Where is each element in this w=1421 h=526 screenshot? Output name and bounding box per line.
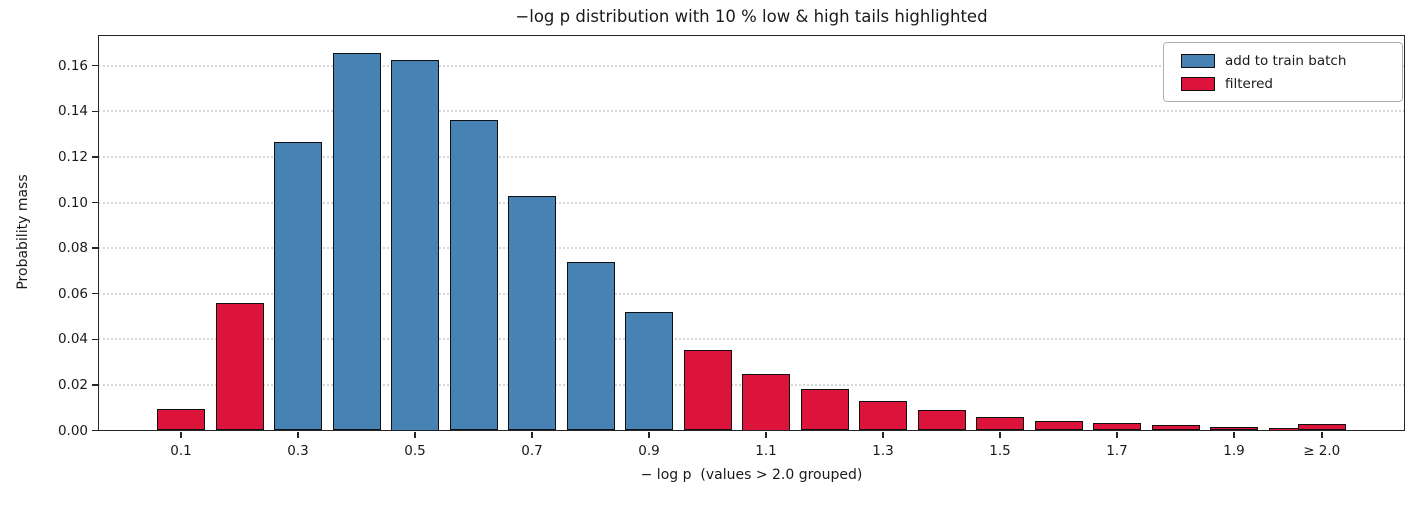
legend-item: filtered (1174, 72, 1392, 95)
x-tick-mark (648, 431, 650, 438)
y-tick-label: 0.04 (57, 331, 88, 348)
x-tick-mark (414, 431, 416, 438)
x-tick-mark (1116, 431, 1118, 438)
y-gridline (98, 292, 1405, 295)
y-tick-mark (92, 156, 98, 158)
y-tick-label: 0.06 (57, 285, 88, 302)
legend-label: add to train batch (1225, 52, 1347, 69)
x-tick-mark (1320, 431, 1323, 438)
bar-x-1.8 (1151, 425, 1200, 431)
bar-x-1.4 (917, 410, 966, 431)
y-gridline (98, 110, 1405, 113)
y-tick-label: 0.16 (57, 57, 88, 74)
y-tick-label: 0.02 (57, 376, 88, 393)
bar-x-1.3 (859, 400, 907, 431)
y-tick-mark (92, 110, 98, 113)
y-tick-mark (92, 247, 98, 249)
x-tick-mark (1233, 431, 1235, 438)
y-gridline (98, 247, 1405, 250)
x-tick-label: 1.1 (755, 442, 777, 459)
y-tick-mark (92, 292, 98, 295)
legend: add to train batch filtered (1163, 42, 1403, 102)
y-tick-mark (92, 429, 98, 432)
y-tick-label: 0.14 (57, 103, 88, 120)
y-tick-label: 0.12 (57, 148, 88, 165)
y-tick-label: 0.08 (57, 240, 88, 257)
bar-x-1.7 (1093, 423, 1141, 431)
y-tick-mark (92, 64, 98, 67)
y-tick-mark (92, 384, 98, 386)
y-tick-label: 0.10 (57, 194, 88, 211)
y-gridline (98, 64, 1405, 67)
x-tick-label: 0.3 (287, 442, 309, 459)
y-tick-mark (92, 201, 98, 204)
bar-x-0.6 (449, 120, 498, 431)
bar-x-0.1 (157, 408, 205, 431)
bar-x-0.2 (215, 302, 264, 431)
y-tick-mark (92, 338, 98, 341)
bar-x-1.2 (800, 389, 849, 431)
bar-x-1 (683, 349, 732, 431)
x-tick-mark (882, 431, 884, 438)
x-tick-label: 1.5 (989, 442, 1011, 459)
x-tick-label: 0.5 (404, 442, 426, 459)
y-gridline (98, 201, 1405, 204)
bar-x-0.3 (274, 142, 322, 431)
x-tick-label: 1.9 (1223, 442, 1245, 459)
x-tick-label: 1.7 (1106, 442, 1128, 459)
bar-x-1.9 (1210, 426, 1258, 431)
bar-x-1.5 (976, 417, 1024, 431)
bar-x-0.4 (332, 53, 381, 431)
legend-swatch-icon (1181, 53, 1215, 68)
y-gridline (98, 155, 1405, 158)
y-tick-label: 0.00 (57, 422, 88, 439)
chart-title: −log p distribution with 10 % low & high… (515, 7, 988, 26)
x-tick-mark (999, 431, 1001, 438)
x-tick-mark (180, 431, 182, 438)
x-tick-label: 0.7 (521, 442, 543, 459)
x-tick-label: 0.9 (638, 442, 660, 459)
x-tick-mark (531, 431, 533, 438)
x-tick-mark (297, 431, 299, 438)
x-tick-label: 0.1 (170, 442, 192, 459)
x-axis-label: − log p (values > 2.0 grouped) (640, 467, 863, 483)
bar-x-0.5 (391, 60, 439, 431)
bar-x-1.6 (1034, 420, 1083, 431)
legend-swatch-icon (1181, 76, 1215, 91)
legend-label: filtered (1225, 75, 1273, 92)
legend-item: add to train batch (1174, 49, 1392, 72)
bar-x-0.7 (508, 195, 556, 431)
bar-x-0.9 (625, 311, 673, 431)
x-tick-label: ≥ 2.0 (1303, 442, 1341, 459)
bar-x-1.1 (742, 373, 790, 431)
x-tick-label: 1.3 (872, 442, 894, 459)
bar-x-0.8 (566, 261, 615, 431)
x-tick-mark (765, 431, 767, 438)
bar-x-2.05 (1297, 423, 1346, 431)
y-gridline (98, 338, 1405, 341)
